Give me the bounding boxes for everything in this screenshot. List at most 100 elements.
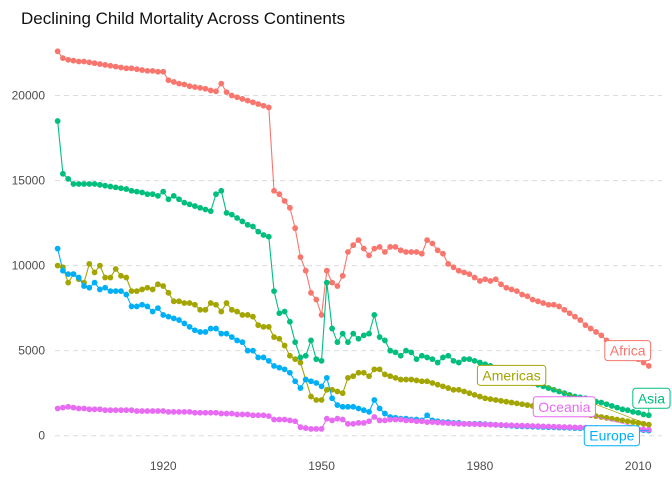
data-point	[624, 418, 631, 425]
data-point	[234, 308, 241, 315]
data-point	[313, 356, 320, 363]
data-point	[239, 312, 246, 318]
data-point	[424, 237, 431, 244]
data-point	[619, 417, 626, 424]
data-point	[255, 354, 262, 361]
data-point	[545, 423, 552, 430]
data-point	[619, 406, 626, 413]
data-point	[239, 96, 246, 102]
data-point	[566, 310, 573, 317]
data-point	[577, 317, 584, 323]
data-point	[144, 284, 151, 291]
data-point	[318, 312, 325, 318]
data-point	[292, 356, 299, 363]
data-point	[107, 407, 114, 414]
data-point	[123, 186, 130, 192]
data-point	[508, 399, 515, 406]
data-point	[392, 416, 399, 423]
data-point	[355, 369, 362, 376]
data-point	[487, 396, 494, 403]
label-box	[632, 387, 671, 409]
data-point	[360, 245, 367, 252]
data-point	[519, 422, 526, 429]
data-point	[302, 352, 309, 359]
data-point	[434, 381, 441, 388]
data-point	[645, 363, 652, 369]
data-point	[524, 422, 531, 429]
data-point	[466, 271, 473, 278]
data-point	[471, 391, 478, 398]
series-label-text: Europe	[589, 428, 634, 444]
data-point	[297, 424, 304, 431]
data-point	[86, 406, 93, 413]
label-box	[476, 364, 547, 386]
data-point	[371, 414, 378, 420]
label-leader-line	[595, 416, 649, 431]
data-point	[60, 170, 66, 177]
data-point	[112, 288, 119, 295]
data-point	[624, 407, 631, 414]
data-point	[339, 390, 346, 397]
data-point	[250, 412, 256, 419]
data-point	[213, 191, 219, 198]
data-point	[297, 254, 304, 261]
data-point	[265, 104, 272, 111]
data-point	[197, 84, 204, 91]
data-point	[91, 269, 98, 276]
data-point	[133, 66, 140, 73]
data-point	[318, 383, 325, 390]
data-point	[376, 334, 383, 340]
data-point	[334, 283, 341, 289]
data-point	[128, 187, 135, 194]
data-point	[455, 267, 462, 274]
data-point	[218, 187, 225, 194]
series-line	[57, 50, 650, 367]
data-point	[376, 417, 383, 424]
data-point	[165, 289, 172, 296]
data-point	[545, 301, 552, 308]
x-tick-label: 1950	[308, 459, 335, 473]
data-point	[429, 380, 436, 386]
data-point	[176, 317, 182, 323]
chart-title: Declining Child Mortality Across Contine…	[21, 9, 345, 28]
data-point	[450, 357, 457, 364]
series-label-text: Oceania	[538, 399, 590, 415]
data-point	[345, 249, 351, 255]
data-point	[265, 323, 272, 330]
data-point	[397, 247, 404, 254]
data-point	[376, 244, 383, 250]
data-point	[218, 80, 225, 87]
y-tick-label: 0	[38, 429, 45, 443]
data-point	[630, 408, 636, 415]
data-point	[477, 278, 483, 284]
data-point	[350, 373, 357, 380]
data-point	[466, 421, 473, 427]
data-point	[350, 330, 357, 337]
data-point	[355, 237, 362, 244]
data-point	[413, 418, 420, 425]
data-point	[445, 352, 452, 359]
data-point	[54, 262, 61, 269]
series-label-text: Asia	[638, 390, 665, 406]
data-point	[297, 359, 304, 366]
data-point	[329, 395, 336, 402]
data-point	[424, 419, 431, 425]
data-point	[366, 252, 372, 259]
data-point	[123, 407, 130, 414]
data-point	[118, 288, 124, 295]
data-point	[191, 84, 198, 90]
data-point	[392, 349, 399, 356]
data-point	[556, 423, 562, 430]
data-point	[234, 215, 241, 221]
data-point	[513, 422, 520, 429]
data-point	[191, 409, 198, 416]
series-africa	[54, 48, 652, 369]
data-point	[102, 407, 109, 414]
data-point	[529, 423, 536, 429]
data-point	[308, 289, 314, 296]
data-point	[107, 62, 114, 69]
data-point	[102, 182, 109, 189]
data-point	[191, 327, 198, 334]
data-point	[323, 415, 330, 422]
data-point	[123, 274, 130, 281]
